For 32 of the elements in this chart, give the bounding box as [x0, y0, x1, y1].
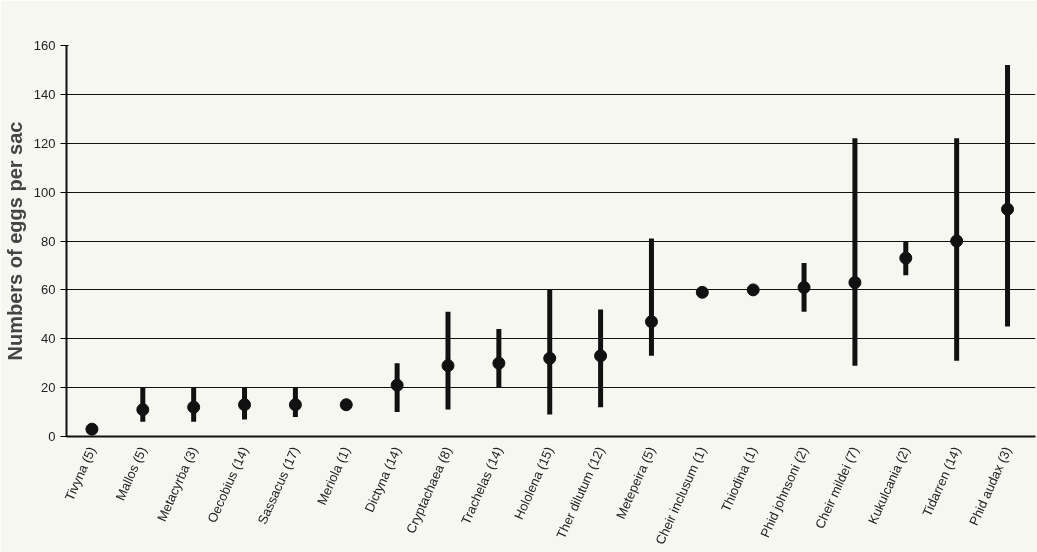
point [390, 378, 404, 392]
y-tick-label: 0 [48, 429, 56, 444]
point [950, 234, 964, 248]
point [899, 251, 913, 265]
point [644, 315, 658, 329]
y-tick-label: 60 [41, 282, 56, 298]
point [441, 359, 455, 373]
point [746, 283, 760, 297]
point [695, 285, 709, 299]
point [238, 398, 252, 412]
point [848, 276, 862, 290]
x-tick-label: Cheir mildei (7) [812, 444, 862, 532]
point [339, 398, 353, 412]
y-tick-label: 80 [41, 233, 56, 249]
point [1001, 202, 1015, 216]
point [85, 422, 99, 436]
y-tick-label: 40 [41, 331, 56, 347]
point [492, 356, 506, 370]
point [797, 280, 811, 294]
point [543, 351, 557, 365]
y-axis-title: Numbers of eggs per sac [3, 121, 26, 361]
point [288, 398, 302, 412]
y-tick-label: 140 [33, 86, 56, 102]
x-tick-label: Phid audax (3) [966, 444, 1015, 528]
y-tick-label: 120 [33, 135, 56, 151]
y-tick-label: 20 [41, 380, 56, 396]
y-tick-label: 160 [33, 38, 56, 53]
point [187, 400, 201, 414]
point [594, 349, 608, 363]
x-tick-label: Mallos (5) [112, 444, 150, 503]
y-tick-label: 100 [33, 184, 56, 200]
point [136, 403, 150, 417]
